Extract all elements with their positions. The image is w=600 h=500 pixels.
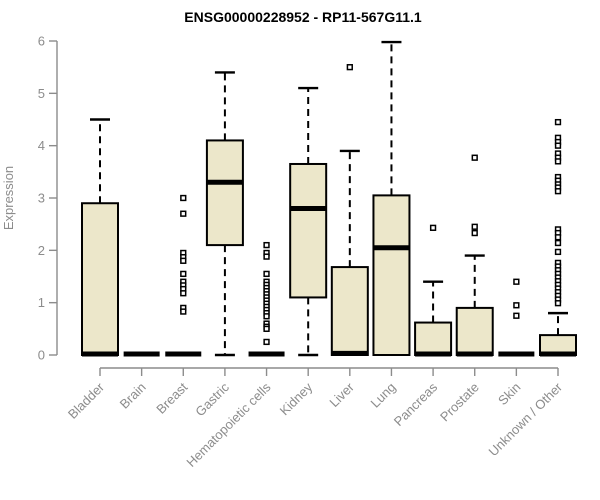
outlier-point-hematopoietic-cells (263, 253, 270, 260)
chart-title: ENSG00000228952 - RP11-567G11.1 (184, 9, 422, 25)
x-tick-label: Breast (153, 379, 190, 416)
x-tick-label: Unknown / Other (486, 379, 566, 459)
y-tick-label: 6 (38, 34, 45, 49)
x-tick-label: Pancreas (391, 379, 441, 429)
outlier-point-skin (513, 312, 520, 319)
y-tick-label: 3 (38, 191, 45, 206)
x-tick-label: Gastric (192, 379, 232, 419)
outlier-point-breast (180, 257, 187, 264)
outlier-point-breast (180, 270, 187, 278)
box-gastric (205, 139, 244, 247)
outlier-point-prostate (471, 229, 478, 237)
outlier-point-breast (180, 194, 187, 202)
outlier-point-prostate (471, 223, 478, 230)
outlier-point-unknown-other (554, 234, 562, 241)
outlier-point-skin (513, 278, 520, 285)
outlier-point-pancreas (429, 224, 437, 231)
x-tick-label: Bladder (65, 379, 108, 422)
box-prostate (455, 306, 494, 356)
y-tick-label: 2 (38, 243, 45, 258)
outlier-point-hematopoietic-cells (263, 325, 270, 332)
x-tick-label: Lung (368, 380, 399, 411)
x-tick-label: Skin (495, 380, 523, 408)
outlier-point-hematopoietic-cells (263, 270, 270, 278)
outlier-point-unknown-other (554, 158, 562, 165)
box-kidney (289, 162, 328, 299)
outlier-point-prostate (471, 154, 478, 161)
outlier-point-unknown-other (554, 239, 562, 247)
y-tick-label: 4 (38, 138, 45, 153)
x-tick-label: Brain (117, 380, 149, 412)
x-tick-label: Kidney (277, 379, 316, 418)
box-lung (372, 194, 411, 356)
x-tick-label: Liver (326, 379, 357, 410)
box-pancreas (414, 321, 453, 357)
outlier-point-breast (180, 308, 187, 315)
outlier-point-hematopoietic-cells (263, 313, 270, 320)
outlier-point-unknown-other (554, 300, 562, 307)
y-tick-label: 1 (38, 295, 45, 310)
y-tick-label: 5 (38, 86, 45, 101)
x-tick-label: Prostate (437, 380, 482, 425)
outlier-point-skin (513, 302, 520, 309)
y-tick-label: 0 (38, 348, 45, 363)
outlier-point-hematopoietic-cells (263, 241, 270, 249)
outlier-point-unknown-other (554, 248, 562, 256)
outlier-point-unknown-other (554, 142, 562, 149)
outlier-point-breast (180, 290, 187, 297)
outlier-point-unknown-other (554, 118, 562, 126)
outlier-point-breast (180, 210, 187, 217)
outlier-point-unknown-other (554, 188, 562, 195)
box-liver (330, 266, 369, 356)
outlier-point-liver (346, 64, 353, 71)
box-bladder (81, 202, 119, 356)
y-axis-title: Expression (1, 166, 16, 230)
outlier-point-hematopoietic-cells (263, 338, 270, 346)
